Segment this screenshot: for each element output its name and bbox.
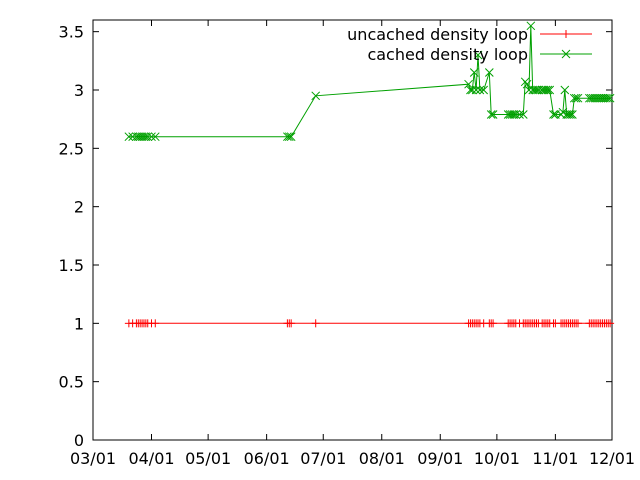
data-point-series-2 xyxy=(473,50,483,60)
data-point-series-2 xyxy=(603,93,613,103)
data-point-series-2 xyxy=(545,85,555,95)
data-point-series-1 xyxy=(287,319,296,328)
data-point-series-2 xyxy=(564,110,573,119)
data-point-series-2 xyxy=(518,110,528,119)
data-point-series-2 xyxy=(124,132,134,142)
data-point-series-2 xyxy=(150,132,160,142)
y-tick-label: 0.5 xyxy=(59,373,84,392)
data-point-series-2 xyxy=(139,132,149,142)
x-tick-label: 06/01 xyxy=(244,449,290,468)
y-axis: 0 0.5 1 1.5 2 2.5 3 3.5 xyxy=(59,23,612,450)
y-tick-label: 0 xyxy=(74,431,84,450)
y-tick-label: 3.5 xyxy=(59,23,84,42)
y-tick-label: 1 xyxy=(74,314,84,333)
data-point-series-2 xyxy=(471,85,481,95)
data-point-series-2 xyxy=(475,85,485,95)
data-point-series-2 xyxy=(573,93,583,103)
data-point-series-2 xyxy=(283,132,292,142)
data-point-series-2 xyxy=(284,132,294,142)
data-point-series-2 xyxy=(464,79,473,89)
legend-label-1: uncached density loop xyxy=(347,25,528,44)
data-point-series-2 xyxy=(543,85,553,95)
data-point-series-1 xyxy=(574,319,583,328)
y-tick-label: 2 xyxy=(74,198,84,217)
data-point-series-2 xyxy=(484,68,494,77)
y-tick-label: 3 xyxy=(74,81,84,100)
x-tick-label: 07/01 xyxy=(300,449,346,468)
data-point-series-2 xyxy=(147,132,156,142)
data-point-series-2 xyxy=(569,93,579,103)
data-point-series-2 xyxy=(479,85,489,95)
x-tick-label: 04/01 xyxy=(128,449,174,468)
y-tick-label: 2.5 xyxy=(59,139,84,158)
data-point-series-2 xyxy=(311,91,321,101)
data-point-series-2 xyxy=(601,93,611,103)
data-point-series-2 xyxy=(560,85,570,95)
data-point-series-2 xyxy=(568,110,577,119)
data-point-series-2 xyxy=(143,132,153,142)
data-point-series-2 xyxy=(566,110,575,119)
x-tick-label: 10/01 xyxy=(474,449,520,468)
x-axis: 03/01 04/01 05/01 06/01 07/01 08/01 09/01 10/01… xyxy=(70,20,635,468)
data-point-series-2 xyxy=(530,85,539,95)
series-line-2 xyxy=(128,25,611,138)
x-tick-label: 08/01 xyxy=(359,449,405,468)
data-point-series-2 xyxy=(549,110,558,119)
plot-frame xyxy=(92,19,613,441)
data-point-series-2 xyxy=(467,85,477,95)
data-point-series-2 xyxy=(541,85,551,95)
data-point-series-2 xyxy=(515,110,524,119)
x-tick-label: 05/01 xyxy=(185,449,231,468)
series-layer xyxy=(124,21,615,328)
data-point-series-2 xyxy=(526,21,536,31)
data-point-series-2 xyxy=(507,110,517,119)
x-tick-label: 11/01 xyxy=(532,449,578,468)
data-point-series-2 xyxy=(469,68,479,77)
legend-label-2: cached density loop xyxy=(367,45,528,64)
data-point-series-2 xyxy=(511,110,521,119)
data-point-series-2 xyxy=(488,110,498,119)
data-point-series-2 xyxy=(605,93,615,103)
legend-marker-1 xyxy=(562,30,570,38)
y-tick-label: 1.5 xyxy=(59,256,84,275)
data-point-series-1 xyxy=(606,319,615,328)
legend-marker-2 xyxy=(561,49,571,59)
data-point-series-2 xyxy=(571,93,581,103)
data-point-series-2 xyxy=(558,107,568,117)
x-tick-label: 09/01 xyxy=(417,449,463,468)
data-point-series-1 xyxy=(311,319,320,328)
data-point-series-2 xyxy=(486,110,496,119)
x-tick-label: 03/01 xyxy=(70,449,116,468)
data-point-series-2 xyxy=(286,132,296,142)
data-point-series-1 xyxy=(489,319,498,328)
data-point-series-1 xyxy=(151,319,160,328)
x-tick-label: 12/01 xyxy=(589,449,635,468)
